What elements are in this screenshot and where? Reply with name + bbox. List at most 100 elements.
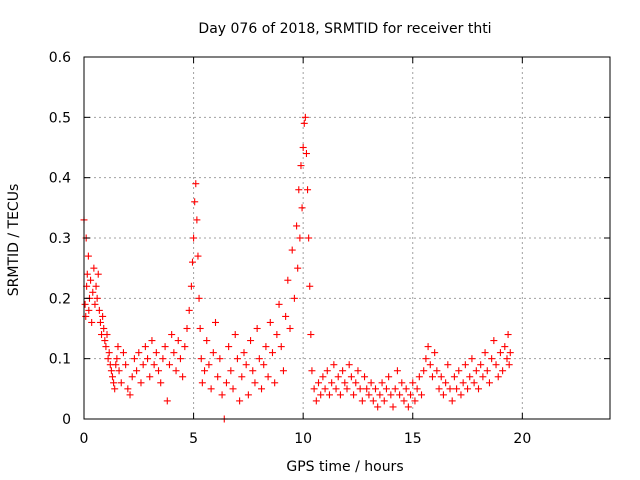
- data-point: [409, 379, 417, 387]
- y-tick-label: 0.2: [49, 291, 71, 307]
- data-point: [212, 318, 219, 326]
- data-point: [302, 150, 310, 158]
- data-point: [119, 349, 127, 357]
- data-point: [209, 349, 217, 357]
- data-point: [325, 391, 333, 399]
- data-point: [159, 355, 167, 363]
- data-point: [356, 385, 364, 393]
- data-point: [194, 252, 202, 260]
- data-point: [176, 355, 184, 363]
- data-point: [323, 367, 331, 375]
- data-point: [297, 162, 305, 170]
- data-point: [268, 349, 276, 357]
- data-point: [437, 373, 445, 381]
- data-point: [494, 373, 502, 381]
- y-tick-label: 0.1: [49, 352, 71, 368]
- x-tick-label: 20: [513, 431, 531, 447]
- data-point: [196, 325, 204, 332]
- data-point: [83, 270, 91, 278]
- data-point: [174, 337, 182, 345]
- chart-title: Day 076 of 2018, SRMTID for receiver tht…: [198, 21, 491, 37]
- data-point: [354, 367, 362, 375]
- data-point: [347, 373, 355, 381]
- x-tick-label: 10: [294, 431, 312, 447]
- data-point: [105, 349, 113, 357]
- data-point: [317, 391, 325, 399]
- data-point: [404, 403, 412, 411]
- data-point: [420, 367, 428, 375]
- data-point: [433, 367, 441, 375]
- data-point: [506, 349, 514, 357]
- data-point: [310, 385, 318, 393]
- data-point: [481, 349, 489, 357]
- data-point: [505, 361, 513, 369]
- data-point: [288, 246, 296, 254]
- data-point: [298, 204, 306, 212]
- data-point: [88, 318, 96, 326]
- data-point: [94, 270, 102, 278]
- data-point: [126, 391, 134, 399]
- y-tick-label: 0: [62, 412, 71, 428]
- data-point: [426, 361, 434, 369]
- data-point: [181, 343, 189, 351]
- data-point: [135, 349, 143, 357]
- data-point: [161, 343, 169, 351]
- data-point: [192, 180, 200, 188]
- data-point: [157, 379, 165, 387]
- data-point: [358, 397, 366, 405]
- data-point: [249, 367, 257, 375]
- data-point: [339, 367, 347, 375]
- data-point: [343, 385, 351, 393]
- data-point: [255, 355, 263, 363]
- data-point: [179, 373, 187, 381]
- data-point: [279, 367, 287, 375]
- data-point: [470, 379, 478, 387]
- data-point: [321, 385, 329, 393]
- data-point: [218, 391, 226, 399]
- data-point: [464, 385, 472, 393]
- data-point: [92, 282, 100, 290]
- data-point: [102, 343, 110, 351]
- data-point: [361, 373, 369, 381]
- data-point: [266, 318, 274, 326]
- data-point: [282, 312, 290, 320]
- data-point: [90, 264, 98, 272]
- data-point: [431, 349, 439, 357]
- data-point: [393, 367, 401, 375]
- data-point: [198, 379, 206, 387]
- data-point: [299, 144, 307, 151]
- data-point: [499, 367, 507, 375]
- data-point: [296, 234, 304, 242]
- data-point: [485, 379, 493, 387]
- data-point: [193, 216, 201, 224]
- data-point: [133, 367, 141, 375]
- data-point: [367, 379, 375, 387]
- data-point: [391, 385, 399, 393]
- data-point: [253, 325, 261, 332]
- data-point: [87, 276, 95, 284]
- data-point: [195, 294, 203, 302]
- data-point: [300, 119, 308, 127]
- data-point: [446, 385, 454, 393]
- data-point: [369, 397, 377, 405]
- y-tick-label: 0.4: [49, 171, 71, 187]
- data-point: [264, 373, 272, 381]
- data-point: [286, 325, 294, 332]
- data-point: [222, 379, 230, 387]
- data-point: [172, 367, 180, 375]
- data-point: [89, 288, 97, 296]
- data-point: [115, 367, 123, 375]
- data-point: [455, 367, 463, 375]
- data-point: [472, 367, 480, 375]
- data-point: [111, 385, 119, 393]
- data-point: [439, 391, 447, 399]
- data-point: [152, 349, 160, 357]
- data-point: [187, 282, 195, 290]
- data-point: [117, 379, 125, 387]
- data-point: [155, 367, 163, 375]
- data-point: [402, 385, 410, 393]
- data-point: [110, 379, 118, 387]
- data-point: [165, 361, 173, 369]
- data-point: [450, 373, 458, 381]
- data-point: [466, 373, 474, 381]
